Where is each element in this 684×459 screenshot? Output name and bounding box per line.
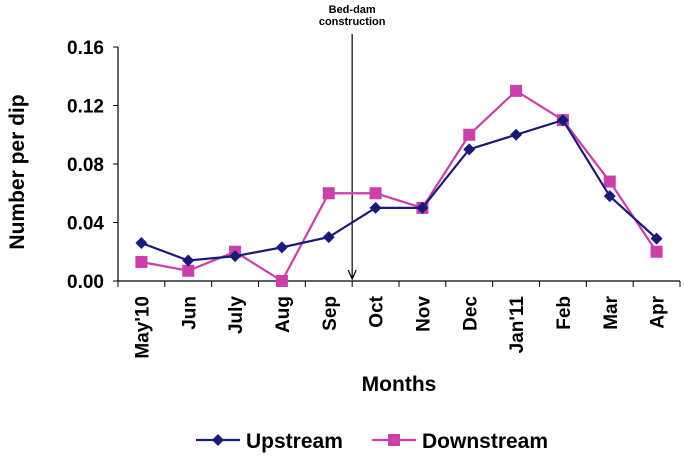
series-downstream xyxy=(135,84,663,287)
x-tick-label: Jan'11 xyxy=(507,296,528,354)
square-marker xyxy=(510,84,523,97)
x-axis-title: Months xyxy=(362,373,437,396)
legend-item-downstream: Downstream xyxy=(372,430,548,453)
diamond-marker xyxy=(416,201,429,214)
x-tick-label: Sep xyxy=(320,296,341,331)
x-tick-label: Aug xyxy=(273,296,294,333)
diamond-marker xyxy=(182,254,195,267)
series-group xyxy=(135,84,663,287)
x-tick-label: July xyxy=(226,296,247,334)
square-marker xyxy=(463,128,476,141)
x-tick-label: Apr xyxy=(648,295,669,328)
y-tick-label: 0.08 xyxy=(67,155,104,176)
y-tick-label: 0.04 xyxy=(67,214,104,235)
diamond-marker xyxy=(212,434,224,446)
x-tick-label: Dec xyxy=(460,296,481,331)
square-marker xyxy=(182,264,195,277)
y-tick-label: 0.12 xyxy=(67,97,104,118)
legend: Upstream Downstream xyxy=(196,430,548,453)
square-marker xyxy=(135,255,148,268)
annotation-arrow-head xyxy=(347,269,357,281)
annotation-text: construction xyxy=(319,16,386,28)
diamond-marker xyxy=(603,190,616,203)
x-tick-label: May'10 xyxy=(132,296,153,359)
x-tick-label: Jun xyxy=(179,296,200,330)
series-line xyxy=(141,118,658,262)
square-marker xyxy=(388,434,400,446)
legend-item-upstream: Upstream xyxy=(196,430,343,453)
legend-label: Downstream xyxy=(422,430,548,453)
diamond-marker xyxy=(322,231,335,244)
series-line xyxy=(141,89,658,283)
square-marker xyxy=(650,245,663,258)
diamond-marker xyxy=(510,128,523,141)
square-marker xyxy=(322,187,335,200)
square-marker xyxy=(369,187,382,200)
diamond-marker xyxy=(463,143,476,156)
diamond-marker xyxy=(369,201,382,214)
diamond-marker xyxy=(229,250,242,263)
y-tick-label: 0.00 xyxy=(67,272,104,293)
diamond-marker xyxy=(275,241,288,254)
y-axis-ticks: 0.00 0.04 0.08 0.12 0.16 xyxy=(67,38,118,293)
x-tick-label: Feb xyxy=(554,296,575,330)
square-marker xyxy=(275,275,288,287)
y-tick-label: 0.16 xyxy=(67,38,104,59)
series-upstream xyxy=(135,114,663,267)
diamond-marker xyxy=(650,232,663,245)
x-tick-label: Mar xyxy=(601,295,622,329)
diamond-marker xyxy=(556,114,569,127)
x-axis-ticks: May'10 Jun July Aug Sep Oct Nov Dec Jan'11 Feb Mar… xyxy=(117,281,681,359)
legend-label: Upstream xyxy=(246,430,343,453)
x-tick-label: Nov xyxy=(413,296,434,332)
diamond-marker xyxy=(135,236,148,249)
annotation-text: Bed-dam xyxy=(329,4,376,16)
y-axis-title: Number per dip xyxy=(6,94,29,249)
square-marker xyxy=(603,175,616,188)
x-tick-label: Oct xyxy=(367,295,388,327)
